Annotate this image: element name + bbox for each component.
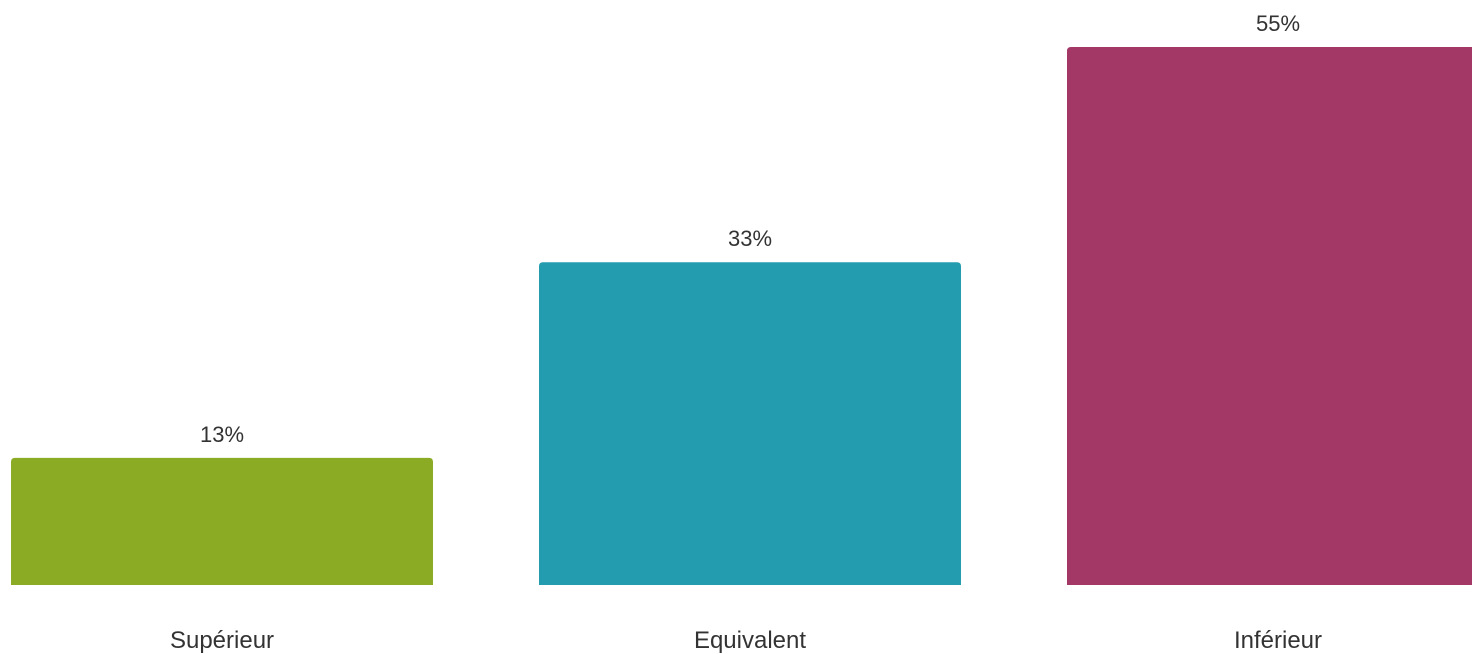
value-label-superieur: 13% bbox=[200, 422, 244, 447]
value-labels-group: 13% 33% 55% bbox=[200, 11, 1300, 447]
category-label-equivalent: Equivalent bbox=[694, 627, 806, 654]
bar-superieur bbox=[11, 457, 433, 585]
value-label-equivalent: 33% bbox=[728, 226, 772, 251]
value-label-inferieur: 55% bbox=[1256, 11, 1300, 36]
bars-group bbox=[11, 47, 1472, 585]
bar-equivalent bbox=[539, 262, 961, 585]
bar-inferieur bbox=[1067, 47, 1472, 585]
category-label-inferieur: Inférieur bbox=[1234, 627, 1322, 654]
category-label-superieur: Supérieur bbox=[170, 627, 274, 654]
category-labels-group: Supérieur Equivalent Inférieur bbox=[170, 627, 1322, 654]
